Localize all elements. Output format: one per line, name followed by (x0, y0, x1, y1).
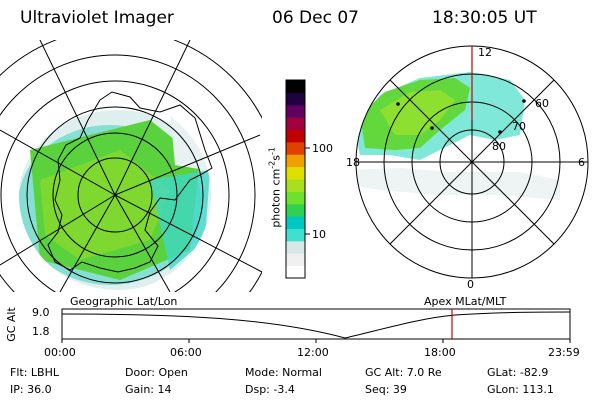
door-info: Door: Open (125, 366, 188, 379)
time-ticks (61, 339, 571, 343)
observation-time: 18:30:05 UT (432, 8, 537, 28)
geo-latitude-circles (0, 40, 262, 292)
altitude-curve (61, 311, 571, 339)
gain-info: Gain: 14 (125, 383, 172, 396)
mlat-label-70: 70 (512, 120, 526, 133)
colorbar-segment (286, 92, 305, 106)
glon-info: GLon: 113.1 (487, 383, 554, 396)
observation-date: 06 Dec 07 (272, 8, 359, 28)
mlt-label-left: 18 (346, 156, 360, 169)
time-label-1800: 18:00 (424, 346, 456, 359)
mode-info: Mode: Normal (245, 366, 322, 379)
filter-info: Flt: LBHL (10, 366, 59, 379)
colorbar-segment (286, 141, 305, 155)
time-label-0000: 00:00 (44, 346, 76, 359)
mag-aurora-image (356, 72, 560, 200)
colorbar-segment (286, 179, 305, 192)
mlt-label-right: 6 (578, 156, 585, 169)
colorbar-segment (286, 240, 305, 254)
sequence-info: Seq: 39 (365, 383, 407, 396)
dsp-info: Dsp: -3.4 (245, 383, 295, 396)
colorbar-segment (286, 203, 305, 217)
geo-map-label: Geographic Lat/Lon (70, 295, 178, 308)
altitude-ylabel: GC Alt (4, 307, 18, 342)
mlat-label-60: 60 (535, 97, 549, 110)
colorbar-segment (286, 191, 305, 205)
mag-map-label: Apex MLat/MLT (424, 295, 507, 308)
colorbar-tick-100: 100 (312, 142, 333, 155)
glat-info: GLat: -82.9 (487, 366, 549, 379)
colorbar-segment (286, 154, 305, 168)
colorbar-segment (286, 253, 305, 267)
time-label-0600: 06:00 (170, 346, 202, 359)
colorbar-segment (286, 216, 305, 230)
mlt-label-top: 12 (478, 46, 492, 59)
time-label-1200: 12:00 (297, 346, 329, 359)
mlat-label-80: 80 (492, 140, 506, 153)
tick-dots (396, 99, 526, 134)
altitude-ytick-low: 1.8 (32, 325, 50, 338)
time-label-2359: 23:59 (548, 346, 580, 359)
geo-meridians (0, 40, 262, 292)
colorbar-segment (286, 228, 305, 242)
colorbar-segment (286, 117, 305, 131)
ip-info: IP: 36.0 (10, 383, 52, 396)
mlt-label-bottom: 0 (467, 278, 474, 291)
colorbar-segment (286, 166, 305, 180)
altitude-ytick-high: 9.0 (32, 306, 50, 319)
colorbar-segment (286, 265, 305, 279)
colorbar-segment (286, 80, 305, 93)
instrument-title: Ultraviolet Imager (20, 8, 174, 28)
colorbar-tick-10: 10 (312, 228, 326, 241)
colorbar-segment (286, 129, 305, 143)
colorbar-segment (286, 104, 305, 118)
gc-altitude-info: GC Alt: 7.0 Re (365, 366, 442, 379)
coastline (47, 91, 213, 273)
